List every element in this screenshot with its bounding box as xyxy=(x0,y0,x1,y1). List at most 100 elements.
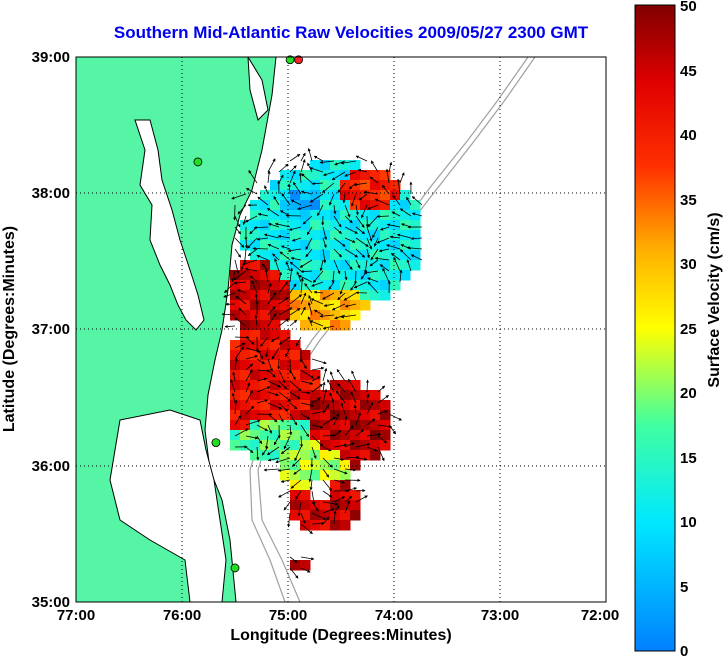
velocity-cell xyxy=(330,380,341,391)
velocity-arrow xyxy=(278,369,286,384)
velocity-arrow xyxy=(278,271,283,283)
velocity-arrow xyxy=(263,233,280,239)
velocity-cell xyxy=(280,260,291,271)
velocity-arrow xyxy=(366,393,370,404)
velocity-cell xyxy=(280,350,291,361)
velocity-cell xyxy=(360,270,371,281)
velocity-cell xyxy=(250,280,261,291)
velocity-arrow xyxy=(247,237,258,249)
velocity-arrow xyxy=(319,314,335,318)
velocity-arrow xyxy=(350,391,357,404)
velocity-arrow xyxy=(351,193,357,207)
velocity-arrow xyxy=(411,196,423,206)
velocity-arrow xyxy=(300,512,306,524)
velocity-arrow xyxy=(300,424,310,438)
velocity-cell xyxy=(370,200,381,211)
velocity-cell xyxy=(370,260,381,271)
velocity-cell xyxy=(240,440,251,451)
velocity-arrow xyxy=(389,235,401,239)
velocity-arrow xyxy=(388,161,393,173)
velocity-arrow xyxy=(344,237,356,243)
velocity-cell xyxy=(370,250,381,261)
velocity-arrow xyxy=(264,268,269,283)
velocity-arrow xyxy=(355,457,368,461)
velocity-arrow xyxy=(289,402,298,410)
velocity-arrow xyxy=(344,425,354,437)
velocity-arrow xyxy=(267,391,279,397)
velocity-cell xyxy=(310,500,321,511)
velocity-cell xyxy=(230,370,241,381)
velocity-cell xyxy=(310,290,321,301)
velocity-arrow xyxy=(245,390,253,404)
velocity-cell xyxy=(390,220,401,231)
velocity-arrow xyxy=(234,215,241,228)
velocity-arrow xyxy=(244,267,258,272)
velocity-arrow xyxy=(289,294,303,305)
velocity-arrow xyxy=(363,259,368,274)
velocity-arrow xyxy=(309,193,324,203)
velocity-cell xyxy=(280,340,291,351)
velocity-arrow xyxy=(353,270,358,285)
velocity-cell xyxy=(280,250,291,261)
velocity-arrow xyxy=(278,391,292,402)
velocity-cell xyxy=(350,500,361,511)
velocity-arrow xyxy=(329,371,335,382)
velocity-arrow xyxy=(344,215,353,224)
velocity-cell xyxy=(320,430,331,441)
velocity-cell xyxy=(340,290,351,301)
velocity-arrow xyxy=(307,147,313,162)
velocity-cell xyxy=(270,200,281,211)
velocity-cell xyxy=(340,510,351,521)
velocity-cell xyxy=(320,440,331,451)
velocity-arrow xyxy=(224,281,236,294)
velocity-cell xyxy=(350,260,361,271)
velocity-cell xyxy=(340,470,351,481)
velocity-arrow xyxy=(254,314,258,327)
velocity-cell xyxy=(350,300,361,311)
velocity-cell xyxy=(240,270,251,281)
velocity-cell xyxy=(360,280,371,291)
velocity-cell xyxy=(240,390,251,401)
velocity-cell xyxy=(310,300,321,311)
velocity-cell xyxy=(260,420,271,431)
velocity-cell xyxy=(340,210,351,221)
velocity-cell xyxy=(340,380,351,391)
velocity-arrow xyxy=(319,160,335,164)
velocity-cell xyxy=(280,400,291,411)
velocity-cell xyxy=(260,440,271,451)
velocity-arrow xyxy=(355,155,368,162)
velocity-arrow xyxy=(366,226,373,242)
velocity-arrow xyxy=(248,170,258,184)
velocity-cell xyxy=(260,310,271,321)
velocity-cell xyxy=(380,190,391,201)
velocity-arrow xyxy=(245,446,254,454)
x-axis-label: Longitude (Degrees:Minutes) xyxy=(230,627,451,644)
velocity-cell xyxy=(300,450,311,461)
velocity-cell xyxy=(230,420,241,431)
velocity-arrow xyxy=(333,413,339,426)
velocity-cell xyxy=(290,170,301,181)
velocity-arrow xyxy=(312,270,324,283)
velocity-arrow xyxy=(311,397,322,404)
velocity-cell xyxy=(320,390,331,401)
velocity-arrow xyxy=(322,479,333,492)
velocity-arrow xyxy=(355,489,366,493)
velocity-arrow xyxy=(376,214,390,219)
velocity-cell xyxy=(330,420,341,431)
velocity-arrow xyxy=(267,369,276,378)
velocity-arrow xyxy=(309,167,324,173)
velocity-arrow xyxy=(335,390,346,404)
velocity-cell xyxy=(350,240,361,251)
velocity-arrow xyxy=(322,388,328,404)
station-marker xyxy=(294,55,304,65)
velocity-cell xyxy=(270,430,281,441)
velocity-arrow xyxy=(296,336,302,347)
velocity-cell xyxy=(260,290,271,301)
velocity-arrow xyxy=(343,292,357,301)
velocity-cell xyxy=(250,400,261,411)
velocity-cell xyxy=(280,310,291,321)
y-tick-label: 38:00 xyxy=(32,185,70,202)
velocity-arrow xyxy=(388,424,397,435)
velocity-cell xyxy=(270,420,281,431)
velocity-cell xyxy=(410,240,421,251)
